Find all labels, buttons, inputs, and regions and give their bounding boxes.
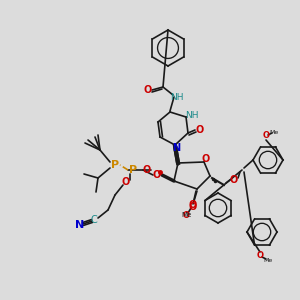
Text: O: O (122, 177, 130, 187)
Text: P: P (129, 165, 137, 175)
Text: N: N (75, 220, 85, 230)
Text: O: O (153, 170, 161, 180)
Text: O: O (196, 125, 204, 135)
Text: O: O (182, 211, 190, 220)
Text: O: O (189, 200, 197, 210)
Text: O: O (144, 85, 152, 95)
Text: N: N (172, 143, 180, 153)
Text: Me: Me (269, 130, 279, 134)
Text: O: O (262, 131, 269, 140)
Text: C: C (91, 215, 98, 225)
Text: Me: Me (181, 212, 191, 218)
Text: O: O (143, 165, 151, 175)
Text: NH: NH (185, 112, 199, 121)
Text: Me: Me (263, 257, 273, 262)
Text: O: O (230, 175, 238, 185)
Text: O: O (202, 154, 210, 164)
Text: O: O (189, 202, 197, 212)
Text: P: P (111, 160, 119, 170)
Text: NH: NH (170, 92, 184, 101)
Text: O: O (256, 251, 263, 260)
